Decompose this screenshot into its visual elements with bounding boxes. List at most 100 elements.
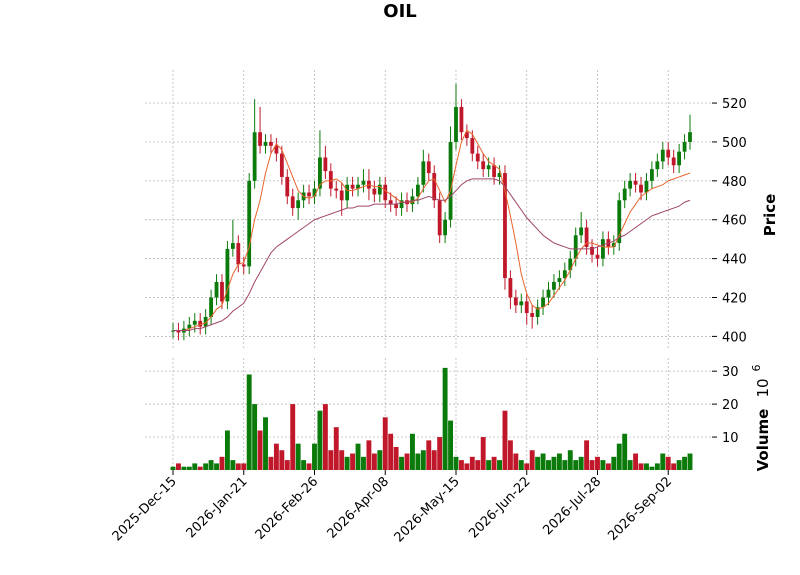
volume-bar [393,446,399,470]
volume-bar [328,450,334,470]
volume-bar [464,463,470,470]
volume-bar [578,456,584,470]
y-tick-label: 460 [722,214,747,229]
candle-body [339,190,344,201]
volume-bar [644,463,649,470]
candle-body [655,161,660,170]
y-tick-label: 420 [722,292,747,307]
candle-body [590,246,594,255]
volume-bar [415,453,421,470]
volume-bar [268,456,274,470]
candle-body [274,145,279,154]
candle-body [432,173,437,201]
volume-bar [486,460,492,470]
candle-body [377,184,382,195]
volume-bar [616,443,622,470]
candle-body [214,281,219,298]
volume-bar [186,466,192,470]
y-tick-label: 500 [722,136,747,151]
volume-bar [235,463,241,470]
volume-bar [584,440,590,470]
volume-bar [339,450,345,470]
candle-body [383,184,388,201]
volume-bar [546,460,551,470]
candle-body [323,157,328,172]
volume-bar [192,463,198,470]
candle-body [241,264,246,267]
volume-bar [224,430,230,470]
volume-bar [513,453,519,470]
x-tick-label: 2026-Apr-08 [325,474,392,541]
volume-bar [279,450,285,470]
candle-body [486,165,491,170]
x-tick-label: 2026-Sep-02 [605,474,675,544]
volume-bar [491,456,497,470]
moving-average [173,178,691,332]
candle-body [443,219,448,236]
x-tick-label: 2026-Jul-28 [540,474,604,538]
candle-body [307,192,311,197]
volume-bar [361,456,366,470]
candle-body [372,188,377,195]
volume-bar [181,466,187,470]
volume-bar [208,460,214,470]
volume-bar [502,410,508,470]
volume-bar [480,437,486,470]
candle-body [666,149,671,158]
chart-title: OIL [383,1,416,22]
candle-body [356,184,360,189]
volume-bar [219,456,225,470]
candle-body [437,200,442,236]
candle-body [464,132,469,139]
volume-bar [654,463,660,470]
volume-bar [426,440,432,470]
volume-bar [410,433,415,470]
volume-bar [605,463,611,470]
volume-bar [377,450,383,470]
volume-bar [312,443,317,470]
y-tick-label: 440 [722,253,747,268]
candle-body [426,161,431,174]
volume-bar [556,453,562,470]
candle-body [350,184,355,189]
candle-body [541,297,545,308]
volume-exponent: 6 [750,365,763,372]
candle-body [269,141,273,146]
candle-body [622,188,627,201]
volume-bar [295,443,301,470]
volume-bar [442,367,448,470]
candle-body [220,281,224,302]
volume-bar [317,410,323,470]
candle-body [252,132,257,181]
volume-tick-label: 20 [722,398,739,413]
candle-body [644,180,649,193]
volume-bar [687,453,693,470]
candle-body [334,188,339,191]
candle-body [470,138,475,154]
candle-body [671,157,676,166]
candle-body [688,132,692,142]
volume-bar [567,450,573,470]
candle-body [524,301,529,314]
volume-bar [611,456,617,470]
volume-tick-label: 10 [722,431,739,446]
candle-body [258,132,262,146]
volume-bar [355,443,361,470]
moving-average [173,129,691,332]
volume-bar [535,456,541,470]
candle-body [388,200,393,205]
volume-bar [622,433,628,470]
volume-bar [306,463,312,470]
candle-body [361,180,366,185]
volume-bar [246,374,252,470]
candle-body [530,313,535,317]
volume-bar [529,450,535,470]
candle-body [508,278,513,298]
volume-bar [431,450,437,470]
candle-body [318,157,322,189]
volume-bar [682,456,688,470]
candle-body [579,227,584,236]
y-tick-label: 520 [722,97,747,112]
volume-bar [382,417,388,470]
